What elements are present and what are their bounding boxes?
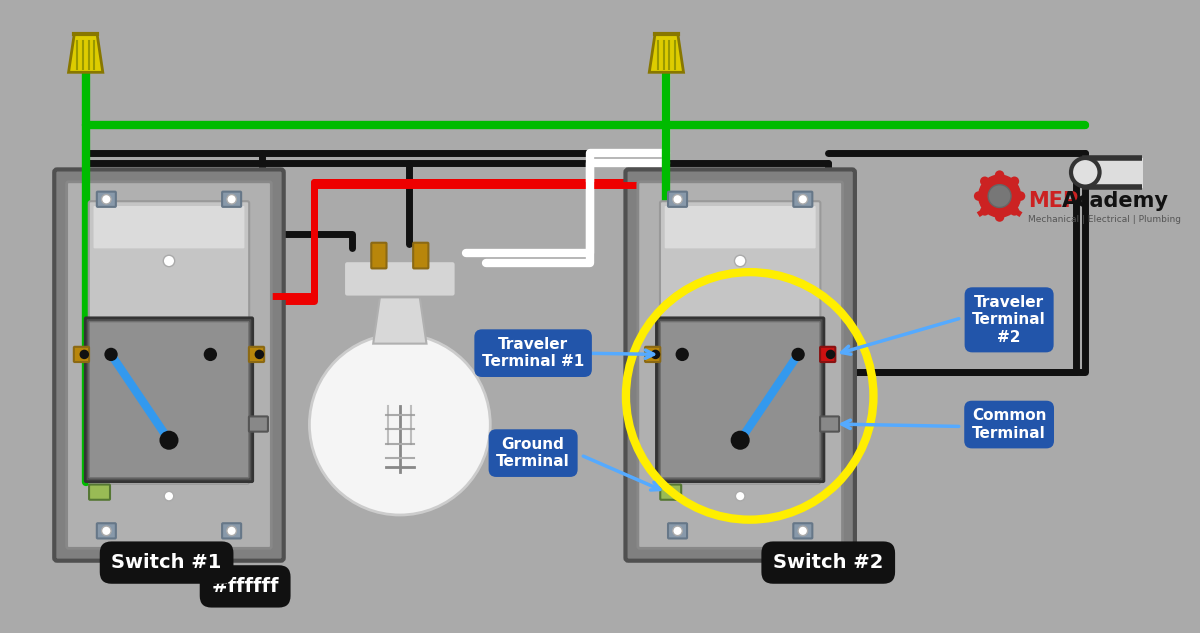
FancyBboxPatch shape: [413, 242, 428, 268]
Circle shape: [227, 194, 236, 204]
Circle shape: [980, 177, 990, 186]
FancyBboxPatch shape: [660, 322, 820, 478]
FancyBboxPatch shape: [793, 192, 812, 207]
FancyBboxPatch shape: [89, 460, 250, 484]
FancyBboxPatch shape: [94, 206, 245, 248]
Ellipse shape: [1072, 158, 1099, 187]
Text: Switch #2: Switch #2: [773, 553, 883, 572]
FancyBboxPatch shape: [660, 484, 682, 500]
Text: Switch #1: Switch #1: [112, 553, 222, 572]
FancyBboxPatch shape: [793, 523, 812, 539]
FancyBboxPatch shape: [89, 201, 250, 321]
Circle shape: [310, 334, 491, 515]
FancyBboxPatch shape: [668, 192, 688, 207]
Polygon shape: [373, 291, 426, 344]
Circle shape: [164, 491, 174, 501]
FancyBboxPatch shape: [54, 170, 283, 561]
Circle shape: [104, 348, 118, 361]
Circle shape: [204, 348, 217, 361]
FancyBboxPatch shape: [371, 242, 386, 268]
FancyBboxPatch shape: [656, 318, 824, 482]
Circle shape: [676, 348, 689, 361]
FancyBboxPatch shape: [820, 417, 839, 432]
FancyBboxPatch shape: [646, 347, 660, 362]
Circle shape: [102, 526, 112, 536]
Circle shape: [1015, 191, 1025, 201]
Circle shape: [79, 349, 89, 359]
Circle shape: [102, 194, 112, 204]
Circle shape: [826, 349, 835, 359]
FancyBboxPatch shape: [89, 484, 110, 500]
Text: Traveler
Terminal
#2: Traveler Terminal #2: [972, 295, 1046, 345]
Circle shape: [1009, 206, 1019, 216]
Circle shape: [227, 526, 236, 536]
Circle shape: [736, 491, 745, 501]
Polygon shape: [68, 34, 103, 72]
FancyBboxPatch shape: [820, 347, 835, 362]
FancyBboxPatch shape: [97, 192, 116, 207]
Circle shape: [974, 191, 984, 201]
Circle shape: [979, 175, 1020, 217]
FancyBboxPatch shape: [89, 322, 248, 478]
FancyBboxPatch shape: [97, 523, 116, 539]
Circle shape: [798, 526, 808, 536]
Text: Traveler
Terminal #1: Traveler Terminal #1: [482, 337, 584, 369]
Circle shape: [650, 349, 660, 359]
Circle shape: [792, 348, 805, 361]
FancyBboxPatch shape: [625, 170, 854, 561]
Text: MEP: MEP: [1028, 191, 1079, 211]
Circle shape: [980, 206, 990, 216]
FancyBboxPatch shape: [638, 182, 842, 548]
Circle shape: [1009, 177, 1019, 186]
FancyBboxPatch shape: [74, 347, 89, 362]
FancyBboxPatch shape: [660, 460, 821, 484]
Circle shape: [160, 430, 179, 450]
Circle shape: [163, 255, 175, 266]
Circle shape: [731, 430, 750, 450]
FancyBboxPatch shape: [248, 417, 268, 432]
FancyBboxPatch shape: [67, 182, 271, 548]
Circle shape: [798, 194, 808, 204]
Text: Academy: Academy: [1062, 191, 1169, 211]
FancyBboxPatch shape: [343, 261, 456, 297]
FancyBboxPatch shape: [248, 347, 264, 362]
FancyBboxPatch shape: [660, 201, 821, 321]
Text: #ffffff: #ffffff: [211, 577, 278, 596]
FancyBboxPatch shape: [85, 318, 253, 482]
Polygon shape: [649, 34, 684, 72]
Text: Mechanical | Electrical | Plumbing: Mechanical | Electrical | Plumbing: [1028, 215, 1181, 224]
FancyBboxPatch shape: [665, 206, 816, 248]
Circle shape: [254, 349, 264, 359]
Circle shape: [673, 526, 683, 536]
Circle shape: [995, 170, 1004, 180]
Circle shape: [673, 194, 683, 204]
FancyBboxPatch shape: [668, 523, 688, 539]
FancyBboxPatch shape: [222, 523, 241, 539]
Circle shape: [734, 255, 746, 266]
Circle shape: [995, 212, 1004, 222]
FancyBboxPatch shape: [222, 192, 241, 207]
Circle shape: [988, 185, 1012, 208]
Text: Common
Terminal: Common Terminal: [972, 408, 1046, 441]
Text: Ground
Terminal: Ground Terminal: [497, 437, 570, 469]
